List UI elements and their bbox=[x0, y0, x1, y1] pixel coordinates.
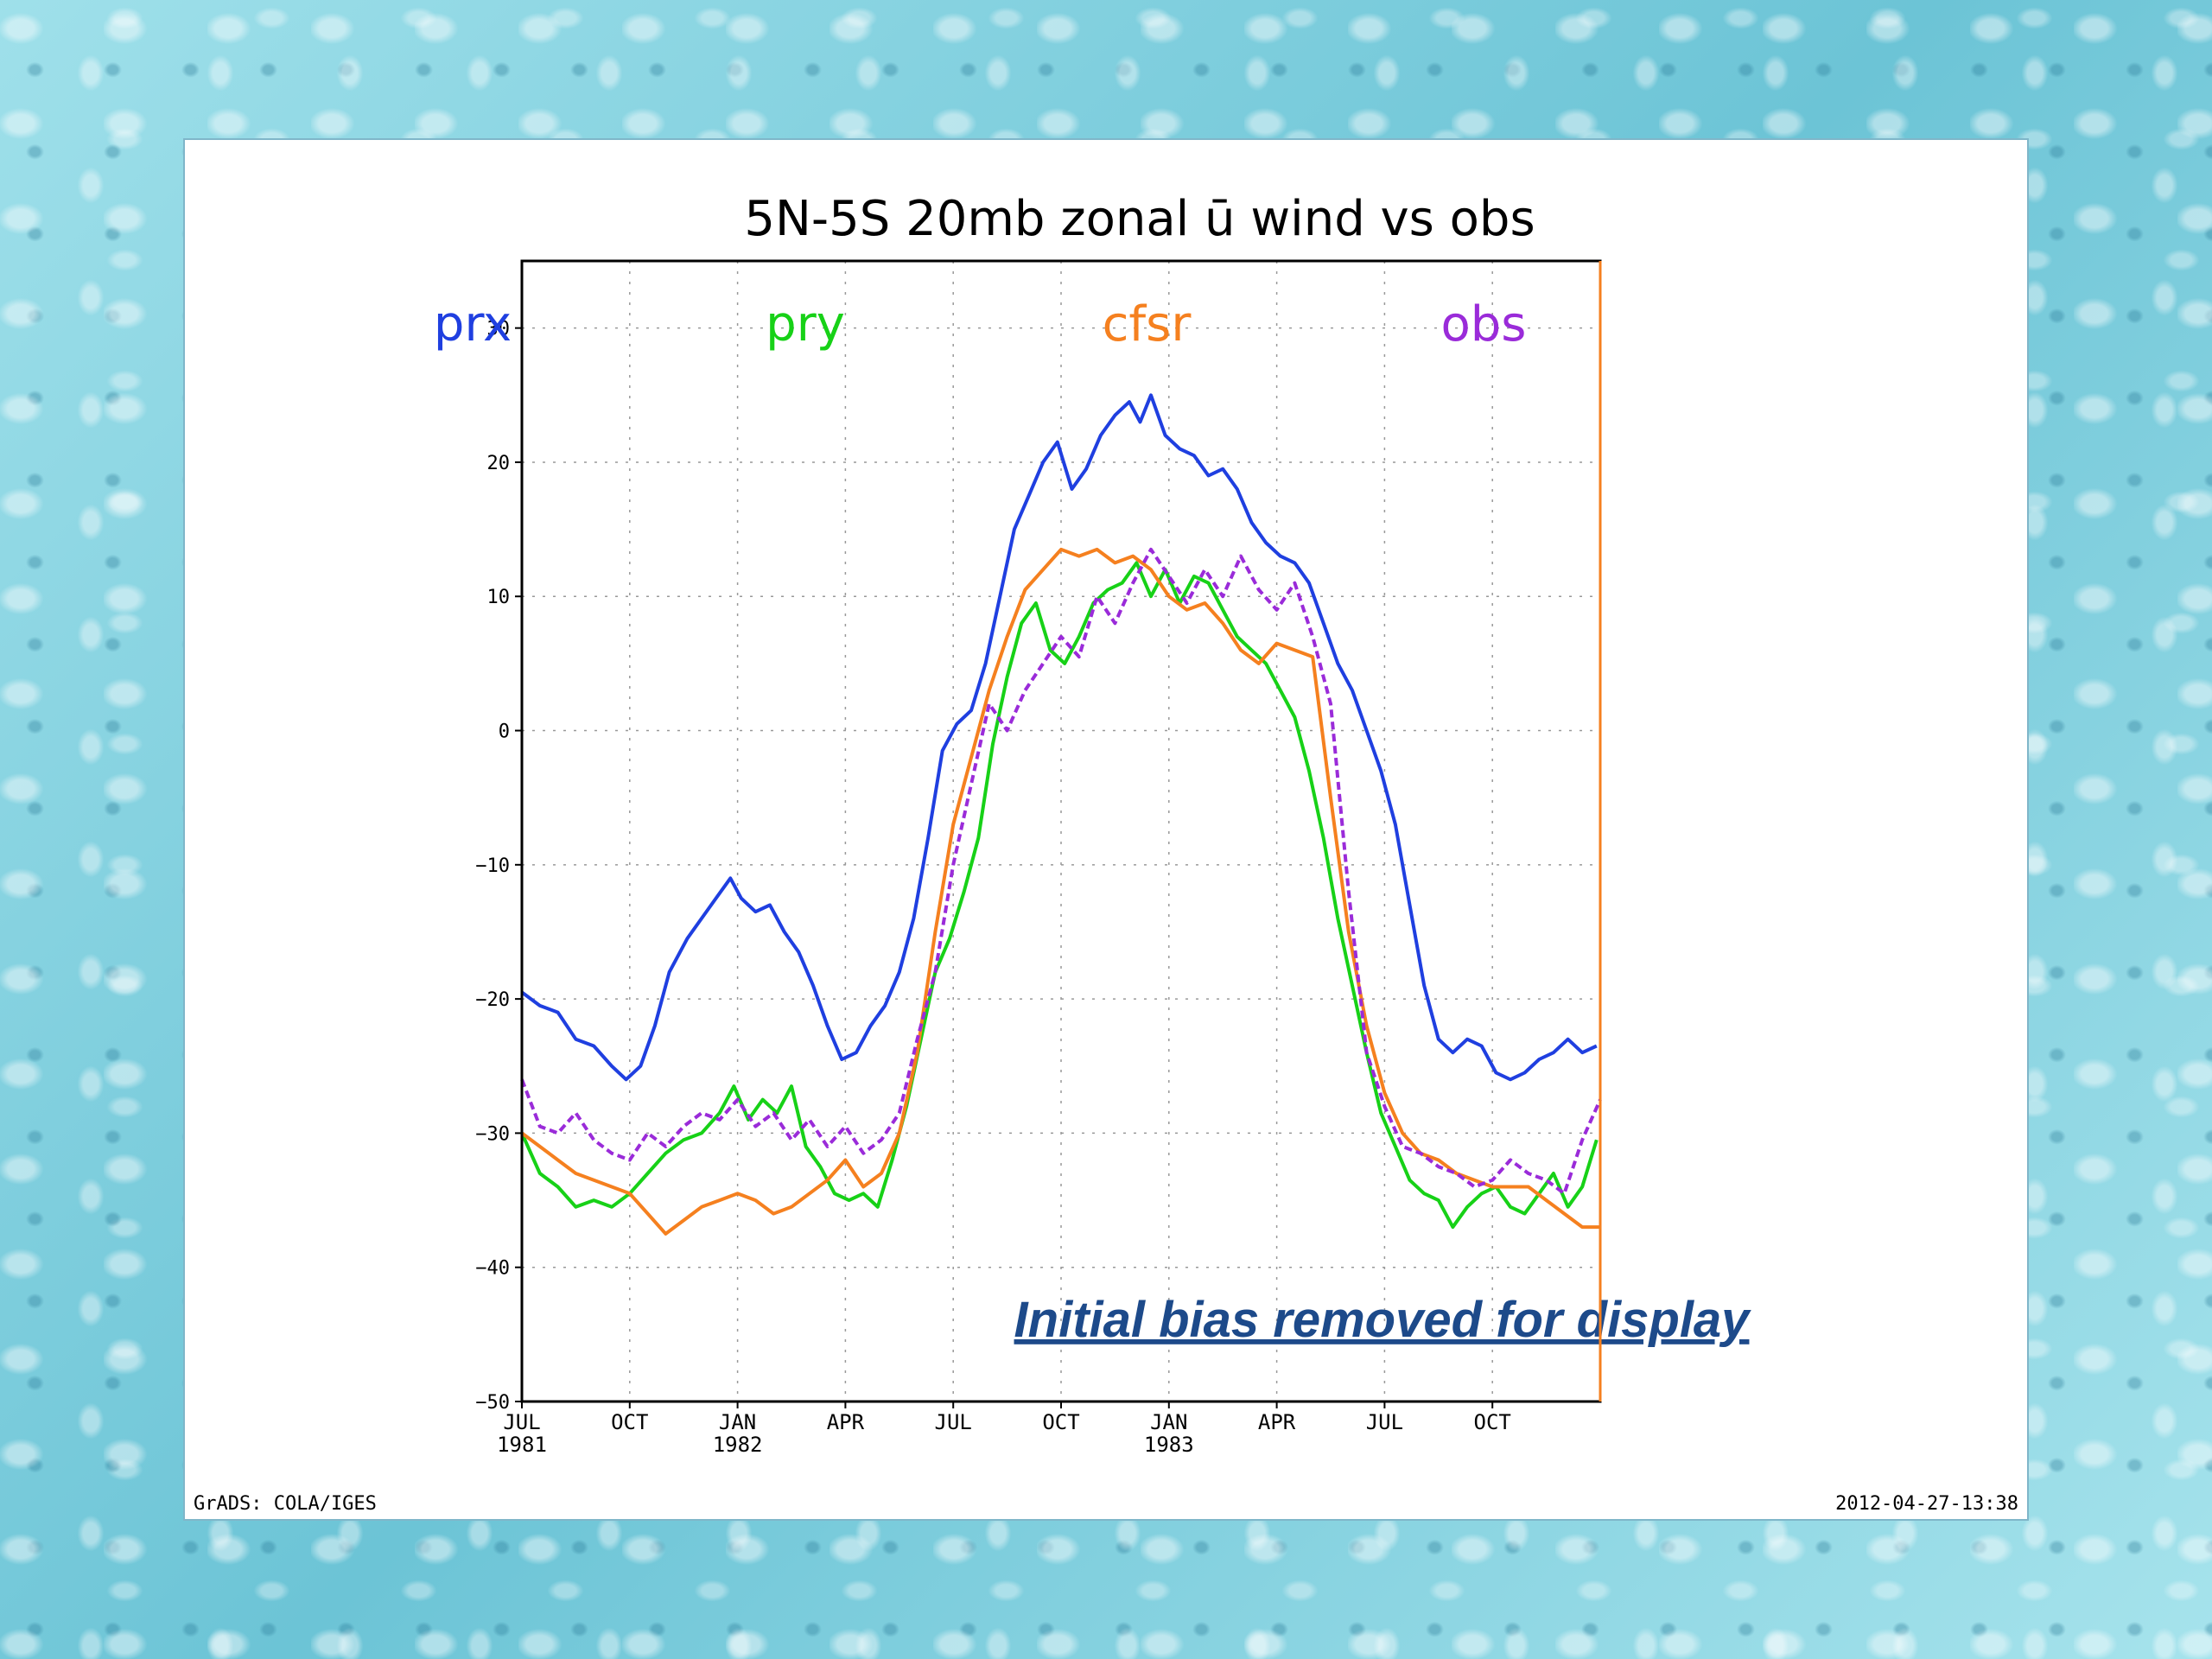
chart-panel: 5N-5S 20mb zonal ū wind vs obs 30 20 10 0 −10… bbox=[183, 138, 2029, 1521]
legend-label-prx: prx bbox=[434, 296, 512, 353]
y-tick-label: −30 bbox=[475, 1123, 510, 1145]
legend-label-cfsr: cfsr bbox=[1103, 296, 1192, 353]
annotation-text: Initial bias removed for display bbox=[1014, 1292, 1752, 1348]
series-line-pry bbox=[520, 561, 1599, 1230]
footer-timestamp: 2012-04-27-13:38 bbox=[1835, 1493, 2018, 1515]
legend-label-pry: pry bbox=[766, 296, 845, 353]
x-tick-label: OCT bbox=[1474, 1410, 1511, 1434]
x-tick-label: JAN bbox=[1150, 1410, 1187, 1434]
x-tick-label: OCT bbox=[611, 1410, 648, 1434]
y-tick-label: −10 bbox=[475, 855, 510, 877]
y-tick-label: 0 bbox=[499, 721, 510, 743]
x-tick-year-label: 1982 bbox=[713, 1433, 763, 1457]
x-tick-label: APR bbox=[1258, 1410, 1296, 1434]
series-line-cfsr bbox=[520, 547, 1600, 1236]
y-tick-label: −20 bbox=[475, 989, 510, 1011]
footer-credit: GrADS: COLA/IGES bbox=[194, 1493, 377, 1515]
x-tick-label: APR bbox=[827, 1410, 865, 1434]
series-line-obs bbox=[520, 547, 1602, 1196]
y-tick-label: −50 bbox=[475, 1392, 510, 1414]
line-chart: 5N-5S 20mb zonal ū wind vs obs 30 20 10 0 −10… bbox=[434, 191, 1752, 1457]
y-tick-label: 30 bbox=[487, 319, 511, 340]
legend-label-obs: obs bbox=[1441, 296, 1527, 353]
x-tick-label: JUL bbox=[503, 1410, 540, 1434]
chart-title: 5N-5S 20mb zonal ū wind vs obs bbox=[744, 191, 1535, 247]
y-tick-label: 20 bbox=[487, 453, 511, 474]
x-tick-label: JAN bbox=[719, 1410, 756, 1434]
x-tick-label: JUL bbox=[1366, 1410, 1403, 1434]
series-line-prx bbox=[520, 393, 1598, 1082]
x-tick-year-label: 1981 bbox=[497, 1433, 547, 1457]
x-tick-label: OCT bbox=[1042, 1410, 1079, 1434]
x-tick-year-label: 1983 bbox=[1144, 1433, 1194, 1457]
x-tick-label: JUL bbox=[935, 1410, 972, 1434]
y-tick-label: −40 bbox=[475, 1258, 510, 1280]
y-tick-label: 10 bbox=[487, 587, 511, 608]
